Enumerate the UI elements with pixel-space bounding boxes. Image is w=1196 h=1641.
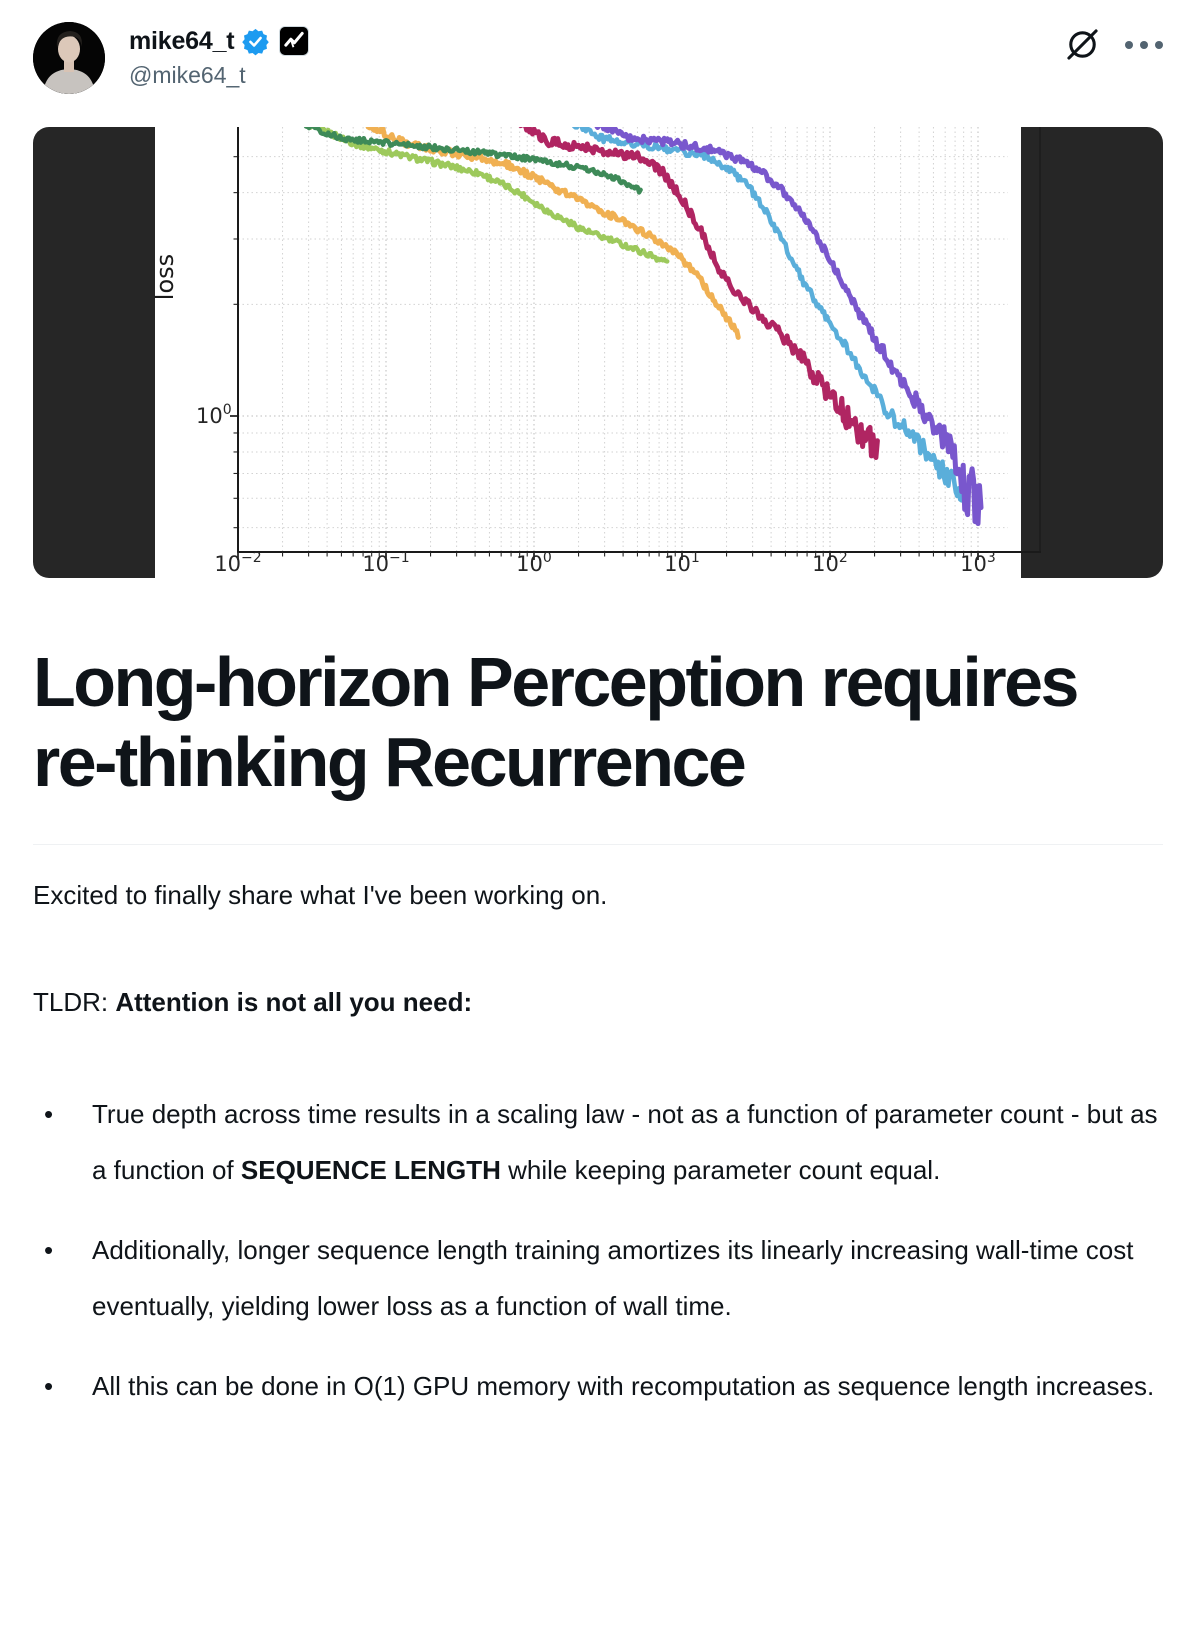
display-name[interactable]: mike64_t [129, 26, 235, 55]
affiliate-badge-icon [279, 26, 310, 56]
bullet-marker: • [44, 1099, 54, 1129]
article-title: Long-horizon Perception requires re-thin… [33, 642, 1163, 802]
loss-chart-media[interactable]: 10−2 10−1 100 101 102 103 100 loss [33, 127, 1163, 578]
series-light-green [307, 127, 670, 264]
bullet-list: • True depth across time results in a sca… [33, 1086, 1163, 1414]
article-title-line2: re-thinking Recurrence [33, 723, 747, 801]
list-item: • Additionally, longer sequence length tr… [33, 1222, 1163, 1334]
bullet-text: All this can be done in O(1) GPU memory … [92, 1371, 1155, 1401]
bullet-marker: • [44, 1235, 54, 1265]
list-item: • True depth across time results in a sca… [33, 1086, 1163, 1198]
tldr-paragraph: TLDR: Attention is not all you need: [33, 987, 473, 1017]
svg-text:loss: loss [151, 254, 179, 300]
series-purple [594, 127, 984, 526]
svg-text:100: 100 [196, 402, 232, 428]
post-header: mike64_t @mike64_t [33, 0, 1163, 94]
series-dark-green [303, 127, 643, 195]
bullet-text: Additionally, longer sequence length tra… [92, 1235, 1134, 1321]
grok-icon[interactable] [1064, 26, 1101, 63]
more-options-icon[interactable] [1125, 35, 1163, 55]
bullet-text: True depth across time results in a scal… [92, 1099, 1158, 1185]
intro-paragraph: Excited to finally share what I've been … [33, 880, 608, 910]
bullet-marker: • [44, 1371, 54, 1401]
avatar[interactable] [33, 22, 105, 94]
series-blue [571, 127, 970, 503]
list-item: • All this can be done in O(1) GPU memory… [33, 1358, 1163, 1414]
user-handle[interactable]: @mike64_t [129, 62, 246, 88]
series-crimson [518, 127, 880, 460]
svg-text:10−2: 10−2 [214, 550, 261, 576]
verified-badge-icon [242, 28, 270, 55]
post: mike64_t @mike64_t 10−2 10−1 100 1 [33, 0, 1163, 1414]
series-orange [365, 127, 741, 340]
avatar-photo [33, 22, 105, 94]
article-title-line1: Long-horizon Perception requires [33, 643, 1079, 721]
divider [33, 844, 1163, 845]
